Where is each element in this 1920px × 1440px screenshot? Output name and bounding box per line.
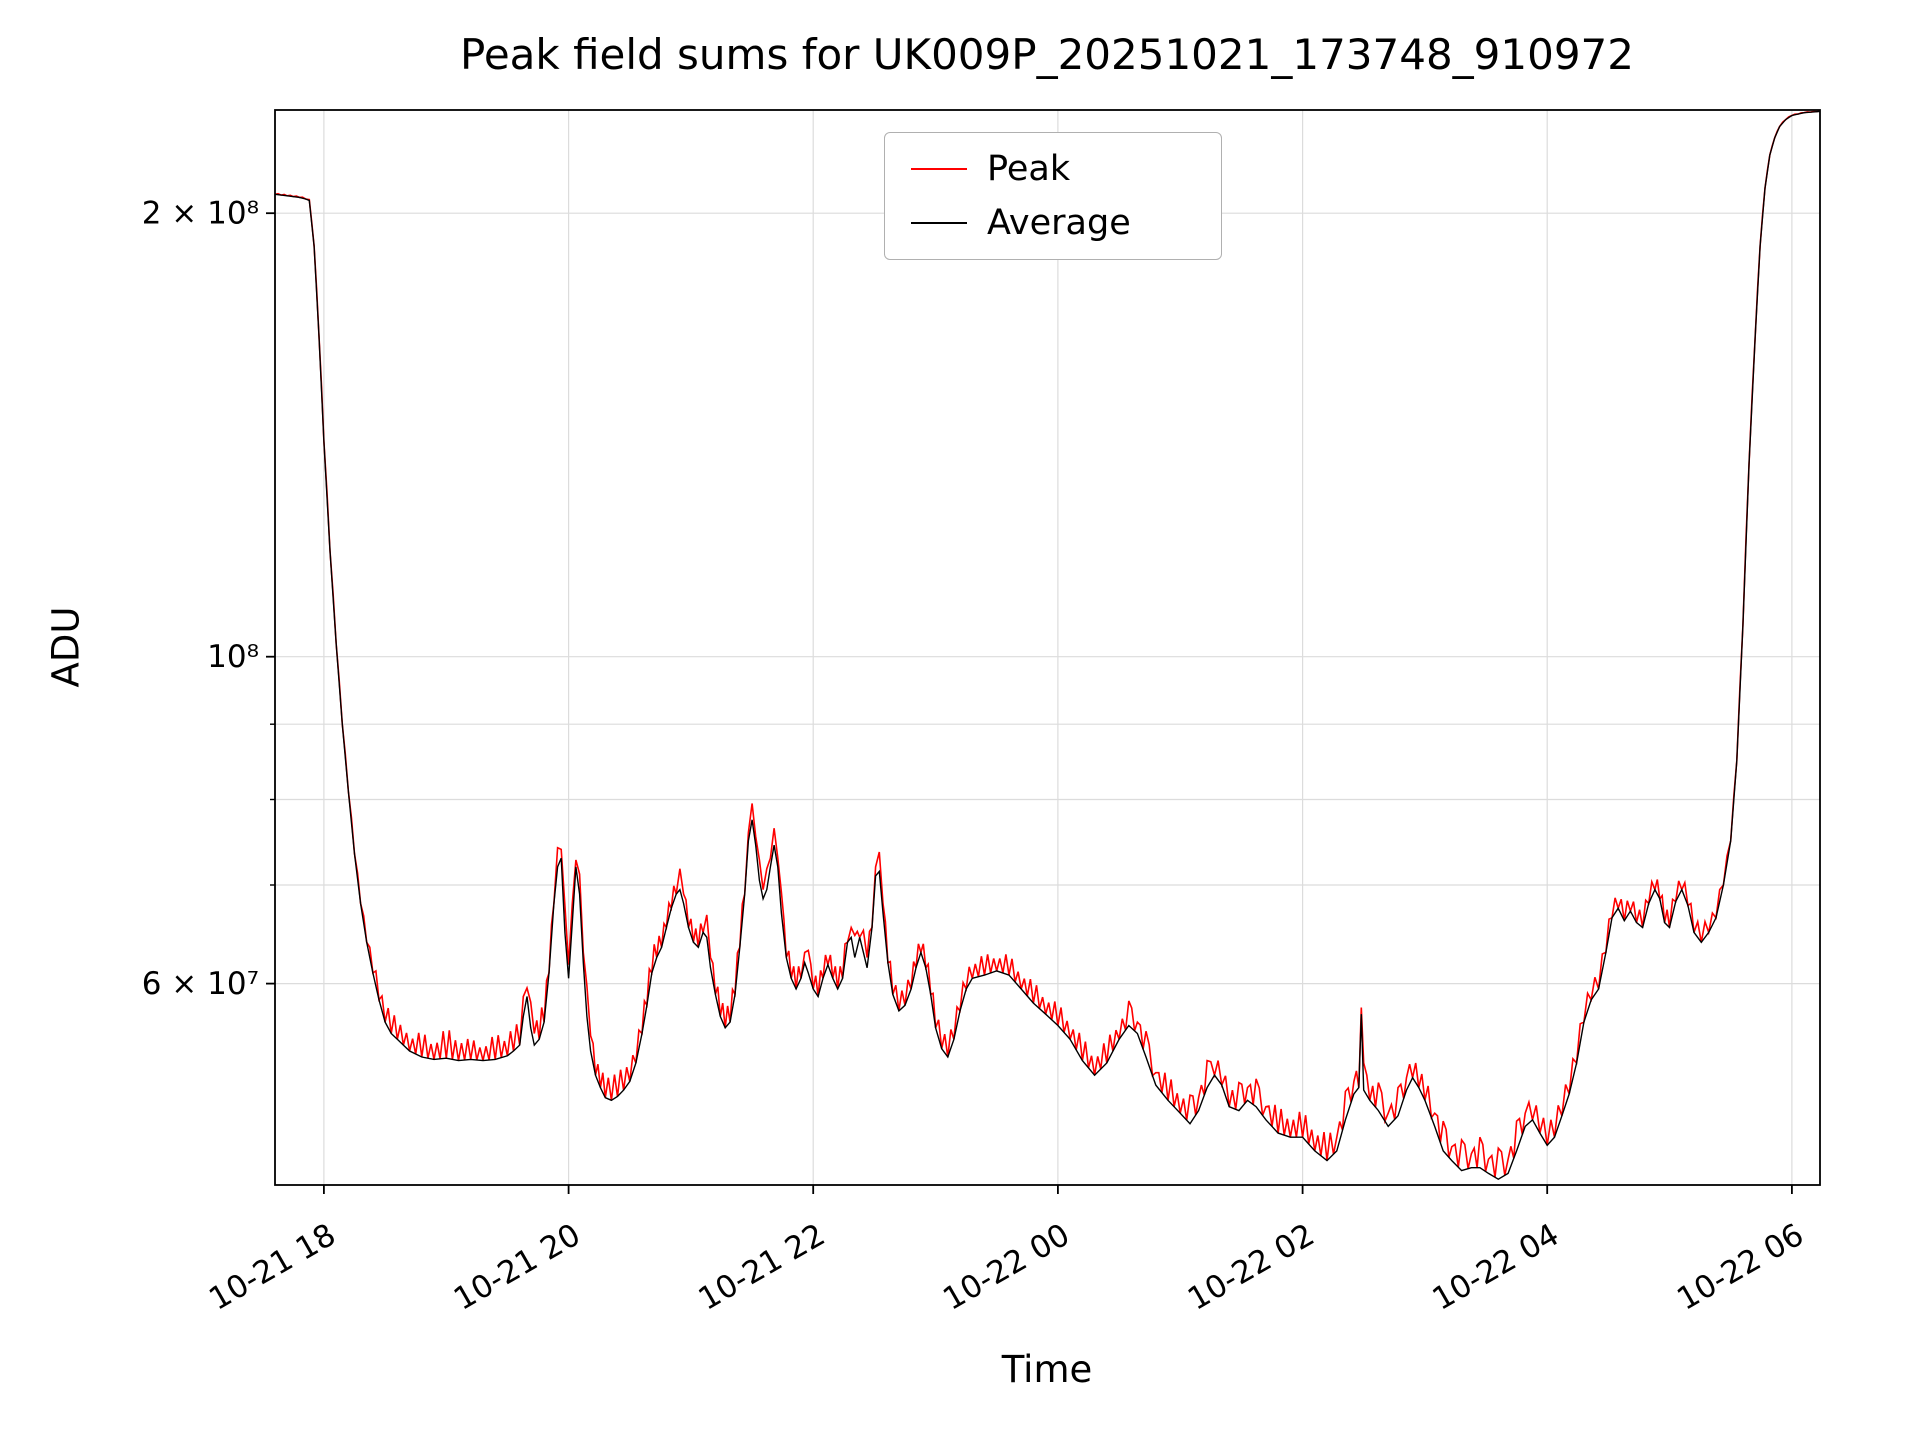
legend-entry-average: Average [911,203,1195,243]
svg-text:10⁸: 10⁸ [207,639,259,675]
svg-text:10-22 04: 10-22 04 [1426,1217,1565,1318]
svg-text:10-22 06: 10-22 06 [1671,1217,1810,1318]
svg-text:6 × 10⁷: 6 × 10⁷ [142,966,259,1002]
svg-text:10-21 18: 10-21 18 [203,1217,342,1318]
average-line-icon [911,222,967,224]
legend-label-peak: Peak [987,149,1071,189]
svg-text:10-21 22: 10-21 22 [692,1217,831,1318]
x-axis-label: Time [1001,1348,1093,1391]
y-axis-label: ADU [44,606,88,688]
peak-line-icon [911,168,967,170]
svg-text:2 × 10⁸: 2 × 10⁸ [142,195,259,231]
legend-label-average: Average [987,203,1131,243]
svg-text:10-22 00: 10-22 00 [937,1217,1076,1318]
chart-title: Peak field sums for UK009P_20251021_1737… [459,30,1635,79]
legend: Peak Average [884,132,1222,260]
legend-entry-peak: Peak [911,149,1195,189]
svg-text:10-21 20: 10-21 20 [448,1217,587,1318]
svg-text:10-22 02: 10-22 02 [1182,1217,1321,1318]
